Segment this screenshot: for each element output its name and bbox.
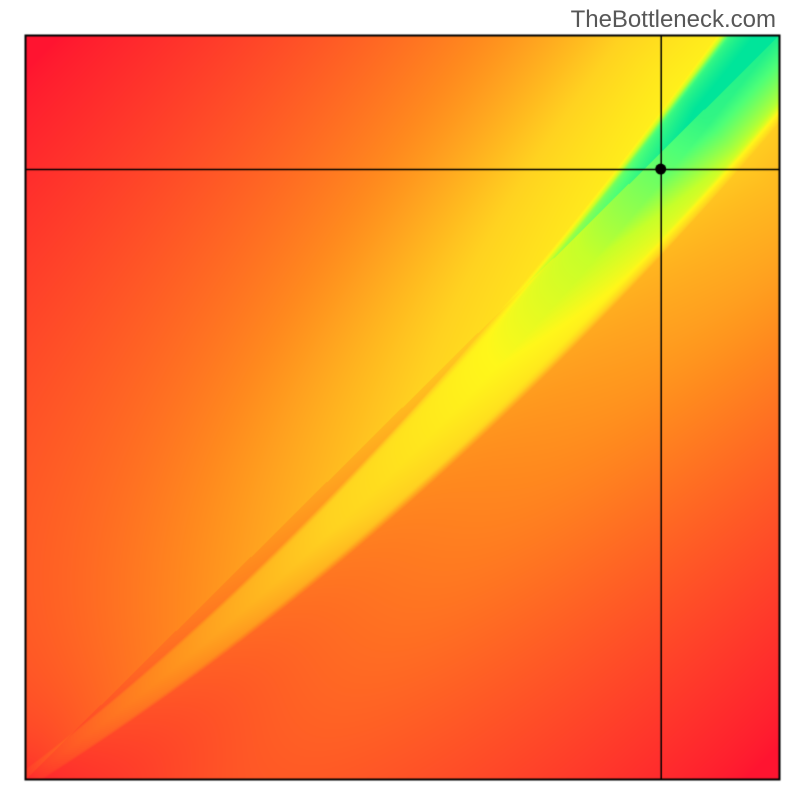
bottleneck-heatmap	[0, 0, 800, 800]
watermark-text: TheBottleneck.com	[571, 6, 776, 34]
